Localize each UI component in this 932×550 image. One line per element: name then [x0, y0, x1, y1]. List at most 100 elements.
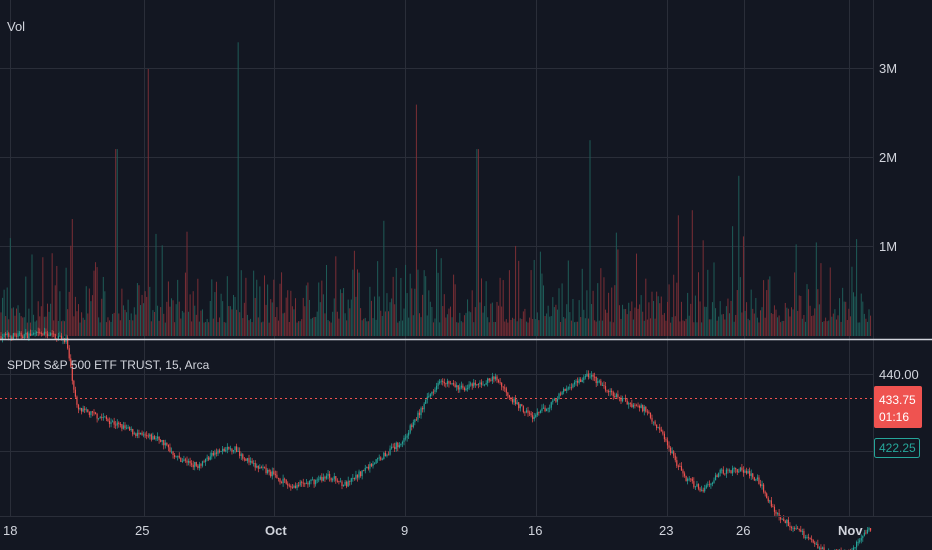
- volume-bar: [618, 305, 620, 336]
- candle-body: [694, 486, 696, 488]
- candle-body: [488, 378, 490, 381]
- candle-body: [544, 407, 546, 412]
- volume-bar: [684, 321, 686, 336]
- volume-bar: [326, 264, 327, 336]
- candle-body: [361, 470, 363, 477]
- candle-body: [186, 460, 188, 463]
- volume-bar: [401, 320, 403, 336]
- candle-body: [601, 385, 603, 386]
- volume-bar: [287, 290, 289, 336]
- candle-body: [823, 547, 825, 550]
- candle-body: [23, 334, 25, 338]
- candle-body: [412, 422, 414, 427]
- volume-bar: [696, 322, 698, 336]
- candle-body: [589, 376, 591, 378]
- candle-body: [299, 481, 301, 486]
- candle-body: [682, 470, 684, 474]
- volume-bar: [615, 232, 617, 336]
- candle-body: [697, 484, 700, 489]
- volume-bar: [31, 254, 33, 336]
- volume-bar: [558, 288, 560, 336]
- candle-body: [350, 478, 352, 482]
- volume-bar: [611, 287, 613, 336]
- candle-body: [725, 469, 727, 474]
- volume-bar: [5, 316, 7, 336]
- candle-body: [787, 519, 789, 527]
- volume-bar: [16, 308, 17, 336]
- candle-body: [389, 448, 391, 455]
- volume-bar: [702, 240, 704, 336]
- volume-bar: [202, 309, 203, 336]
- volume-bar: [400, 277, 402, 336]
- volume-bar: [832, 313, 834, 336]
- candle-body: [525, 410, 528, 413]
- candle-body: [302, 482, 304, 484]
- candle-body: [301, 481, 303, 483]
- candle-body: [801, 531, 803, 532]
- volume-bar: [57, 320, 59, 336]
- candle-body: [586, 373, 588, 377]
- candle-body: [296, 485, 298, 489]
- time-tick-18: 18: [3, 523, 17, 538]
- volume-bar: [786, 307, 788, 336]
- volume-bar: [516, 321, 518, 336]
- candle-body: [670, 447, 672, 454]
- candle-body: [370, 463, 373, 467]
- candle-body: [807, 537, 810, 538]
- volume-bar: [222, 301, 224, 336]
- candle-body: [288, 485, 290, 487]
- candle-body: [51, 333, 53, 335]
- volume-bar: [330, 322, 332, 336]
- volume-bar: [561, 283, 563, 336]
- volume-bar: [473, 322, 475, 336]
- candle-body: [174, 455, 176, 457]
- volume-bar: [729, 313, 730, 336]
- candle-body: [81, 408, 83, 412]
- volume-bar: [372, 318, 374, 336]
- candle-body: [341, 481, 343, 487]
- candle-body: [468, 384, 470, 389]
- candle-body: [180, 457, 182, 462]
- candle-body: [380, 457, 382, 460]
- volume-bar: [146, 296, 148, 336]
- candle-body: [679, 466, 681, 467]
- volume-bar: [797, 310, 799, 336]
- volume-bar: [192, 291, 194, 336]
- volume-bar: [53, 320, 55, 336]
- candle-body: [732, 468, 734, 474]
- candle-body: [116, 422, 118, 426]
- volume-bar: [250, 318, 252, 336]
- volume-bar: [736, 290, 738, 336]
- volume-bar: [676, 282, 678, 336]
- candle-body: [198, 464, 200, 468]
- candle-body: [67, 337, 69, 349]
- candle-body: [752, 473, 754, 478]
- candle-body: [680, 466, 683, 471]
- candle-body: [780, 517, 782, 520]
- volume-bar: [512, 317, 513, 336]
- volume-bar: [510, 319, 512, 336]
- volume-bar: [99, 322, 101, 336]
- candle-body: [772, 506, 774, 508]
- candle-body: [29, 333, 32, 336]
- time-axis[interactable]: 18 25 Oct 9 16 23 26 Nov: [3, 523, 863, 538]
- candle-body: [629, 403, 631, 405]
- symbol-legend[interactable]: SPDR S&P 500 ETF TRUST, 15, Arca: [7, 358, 210, 372]
- candle-body: [208, 457, 210, 460]
- candle-body: [108, 420, 111, 424]
- volume-bar: [803, 315, 805, 336]
- candle-body: [716, 475, 718, 478]
- candle-body: [363, 470, 365, 472]
- candle-body: [195, 462, 197, 466]
- candle-body: [161, 440, 163, 442]
- candle-body: [821, 547, 824, 550]
- volume-bar: [50, 303, 52, 336]
- volume-bar: [194, 305, 196, 336]
- candle-body: [798, 528, 800, 530]
- candle-body: [26, 332, 28, 339]
- candle-body: [130, 429, 132, 431]
- volume-bar: [177, 279, 179, 336]
- candle-body: [556, 399, 559, 402]
- candle-body: [857, 541, 859, 543]
